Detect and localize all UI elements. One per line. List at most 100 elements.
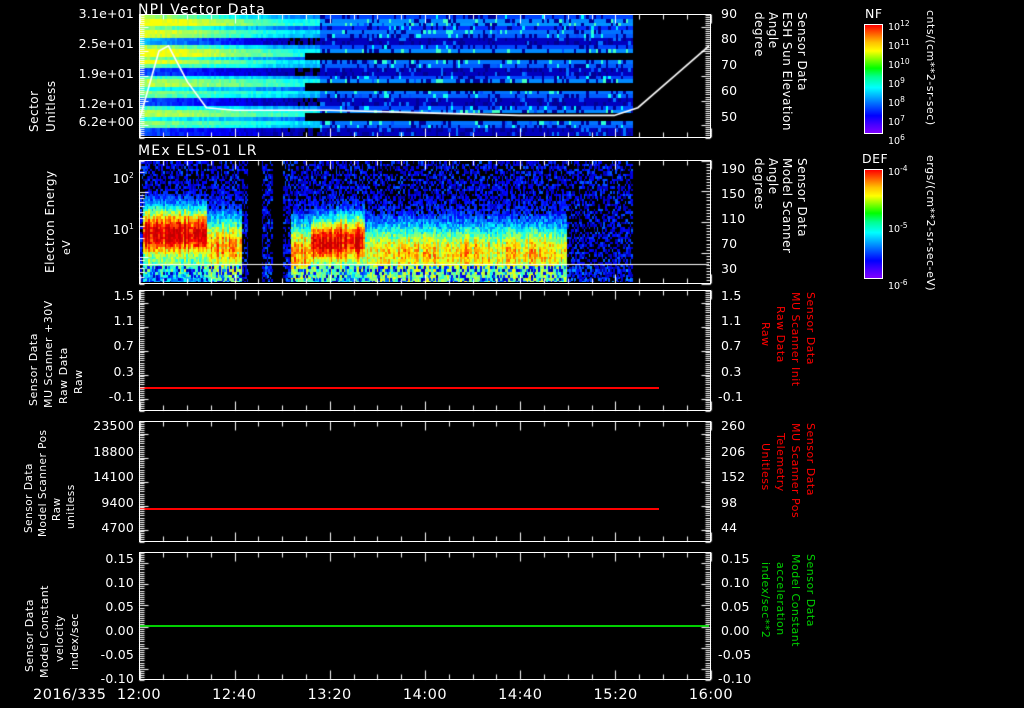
panel1-right-axis-label: Sensor Data ESH Sun Elevation Angle degr… (752, 12, 812, 140)
panel4-left-axis-label-line1: Sensor Data (23, 463, 35, 533)
panel1-rtick-1: 80 (721, 31, 738, 46)
colorbar-tick: 108 (888, 95, 905, 110)
colorbar-tick: 1010 (888, 57, 910, 72)
panel5-rtick-3: 0.00 (721, 623, 750, 638)
colorbar-tick: 1011 (888, 38, 910, 53)
panel4-rtick-3: 98 (721, 495, 738, 510)
panel2-ytick-0: 102 (112, 171, 134, 187)
panel4-ytick-1: 18800 (93, 444, 134, 459)
panel3-right-axis-label-line3: Raw Data (774, 306, 787, 363)
panel5-right-axis-label-line3: acceleration (774, 562, 787, 636)
panel5-ytick-5: -0.10 (100, 671, 134, 686)
colorbar-nf-units: cnts/(cm**2-sr-sec) (924, 10, 937, 126)
panel4-ytick-4: 4700 (101, 520, 134, 535)
panel1-rtick-4: 50 (721, 109, 738, 124)
panel3-right-axis-label-line4: Raw (759, 322, 772, 347)
xaxis-tick-5: 15:20 (593, 687, 638, 703)
panel5-ytick-0: 0.15 (105, 551, 134, 566)
xaxis-tick-3: 14:00 (402, 687, 448, 703)
panel2-rtick-0: 190 (721, 161, 746, 176)
panel5-right-axis-label-line1: Sensor Data (804, 554, 817, 627)
panel1-ytick-3: 1.2e+01 (78, 96, 134, 111)
panel-model-constant-velocity-plot[interactable] (139, 552, 711, 680)
els-spectrogram-canvas (140, 161, 709, 282)
colorbar-tick: 1012 (888, 19, 910, 34)
panel3-left-axis-label-line3: Raw Data (57, 347, 70, 404)
panel1-rtick-3: 60 (721, 83, 738, 98)
panel3-left-axis-label-line2: MU Scanner +30V (42, 300, 55, 408)
xaxis-tick-0: 12:00 (116, 687, 162, 703)
colorbar-tick: 10-4 (888, 164, 908, 179)
panel1-right-axis-label-line3: Angle (766, 12, 780, 49)
panel1-left-axis-label: Sector Unitless (27, 20, 62, 135)
panel3-ytick-3: 0.3 (113, 364, 134, 379)
panel5-right-axis-label-line4: index/sec**2 (759, 562, 772, 639)
panel2-right-axis-label-line4: degrees (752, 158, 766, 210)
panel1-right-axis-label-line2: ESH Sun Elevation (780, 12, 794, 131)
xaxis-tick-4: 14:40 (498, 687, 543, 703)
panel-npi-vector-data-plot[interactable] (139, 14, 711, 138)
xaxis-tick-2: 13:20 (307, 687, 352, 703)
panel-mu-scanner-30v-plot[interactable] (139, 290, 711, 411)
panel5-ytick-3: 0.00 (105, 623, 134, 638)
panel2-left-axis-label-line2: eV (60, 239, 73, 255)
panel2-left-axis-label-line1: Electron Energy (43, 170, 57, 273)
panel5-ytick-1: 0.10 (105, 575, 134, 590)
panel3-ytick-4: -0.1 (108, 389, 134, 404)
colorbar-tick: 106 (888, 133, 905, 148)
panel3-right-axis-label: Sensor Data MU Scanner Init Raw Data Raw (759, 292, 820, 410)
panel1-ytick-4: 6.2e+00 (78, 114, 134, 129)
panel2-right-axis-label-line1: Sensor Data (795, 158, 809, 238)
colorbar-nf-title: NF (865, 6, 883, 21)
panel1-rtick-2: 70 (721, 57, 738, 72)
colorbar-def (864, 169, 883, 279)
panel5-rtick-5: -0.10 (718, 671, 752, 686)
panel3-rtick-2: 0.7 (721, 338, 742, 353)
panel3-rtick-1: 1.1 (721, 313, 742, 328)
panel3-ytick-1: 1.1 (113, 313, 134, 328)
panel4-rtick-4: 44 (721, 520, 738, 535)
panel4-rtick-0: 260 (721, 418, 746, 433)
panel5-rtick-1: 0.10 (721, 575, 750, 590)
panel2-rtick-4: 30 (721, 261, 738, 276)
colorbar-nf (864, 24, 883, 134)
panel4-ytick-0: 23500 (93, 418, 134, 433)
panel3-right-axis-label-line2: MU Scanner Init (789, 292, 802, 387)
panel5-right-axis-label-line2: Model Constant (789, 554, 802, 647)
panel3-rtick-4: -0.1 (718, 389, 744, 404)
panel3-ytick-2: 0.7 (113, 338, 134, 353)
panel4-rtick-2: 152 (721, 469, 746, 484)
panel3-ytick-0: 1.5 (113, 288, 134, 303)
panel1-right-axis-label-line4: degree (752, 12, 766, 58)
panel3-right-axis-label-line1: Sensor Data (804, 292, 817, 365)
panel5-rtick-4: -0.05 (718, 647, 752, 662)
panel4-right-axis-label-line2: MU Scanner Pos (789, 423, 802, 519)
panel4-right-axis-label-line1: Sensor Data (804, 423, 817, 496)
xaxis-tick-1: 12:40 (212, 687, 257, 703)
panel-model-scanner-pos-plot[interactable] (139, 421, 711, 542)
panel1-left-axis-label-line1: Sector (27, 90, 41, 132)
panel1-left-axis-label-line2: Unitless (44, 80, 58, 132)
panel3-rtick-0: 1.5 (721, 288, 742, 303)
xaxis-tick-labels: 12:00 12:40 13:20 14:00 14:40 15:20 16:00 (0, 688, 1024, 708)
colorbar-def-units: ergs/(cm**2-sr-sec-eV) (924, 155, 937, 292)
panel-els-spectrogram-plot[interactable] (139, 160, 711, 284)
panel4-right-axis-label: Sensor Data MU Scanner Pos Telemetry Uni… (759, 423, 820, 541)
model-constant-acceleration-line (140, 625, 709, 627)
panel3-rtick-3: 0.3 (721, 364, 742, 379)
colorbar-def-title: DEF (862, 151, 889, 166)
npi-spectrogram-canvas (140, 15, 709, 136)
panel2-rtick-3: 70 (721, 236, 738, 251)
panel5-rtick-0: 0.15 (721, 551, 750, 566)
panel1-rtick-0: 90 (721, 6, 738, 21)
panel4-left-axis-label-line3: Raw (51, 497, 63, 521)
colorbar-tick: 109 (888, 76, 905, 91)
panel5-left-axis-label-line1: Sensor Data (23, 599, 36, 672)
colorbar-tick: 107 (888, 114, 905, 129)
panel4-ytick-2: 14100 (93, 469, 134, 484)
panel3-left-axis-label-line1: Sensor Data (27, 333, 40, 406)
mu-scanner-pos-telemetry-line (140, 508, 659, 510)
colorbar-tick: 10-5 (888, 221, 908, 236)
panel4-ytick-3: 9400 (101, 495, 134, 510)
panel5-right-axis-label: Sensor Data Model Constant acceleration … (759, 554, 820, 678)
